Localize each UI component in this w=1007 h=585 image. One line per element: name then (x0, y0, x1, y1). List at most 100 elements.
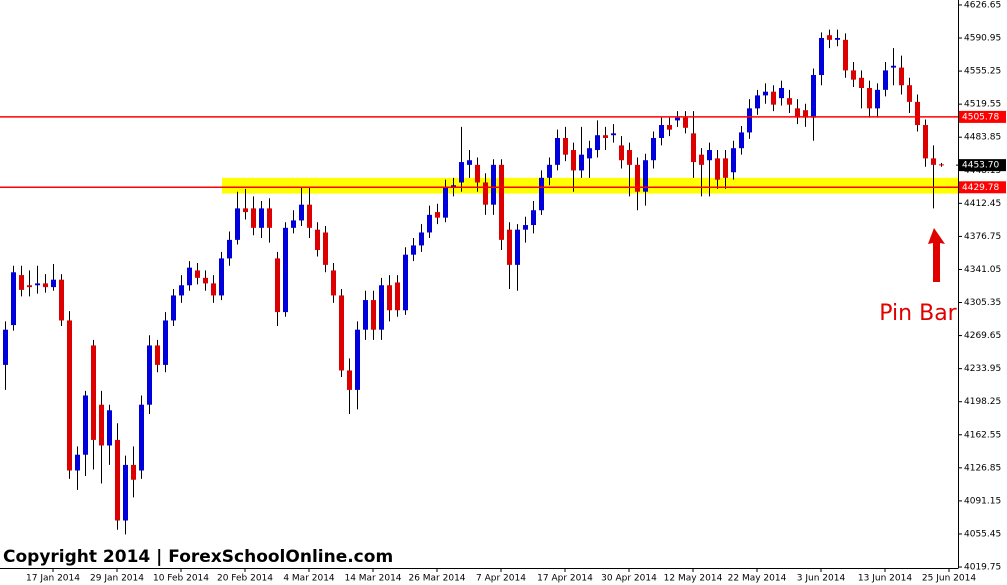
y-tick-label: 4626.65 (964, 0, 1001, 10)
candle-body (907, 85, 912, 102)
candle-body (731, 148, 736, 173)
candle-body (643, 160, 648, 192)
candle-body (555, 137, 560, 165)
plot (0, 29, 958, 535)
candle-body (675, 117, 680, 121)
candle-body (163, 320, 168, 365)
candle-body (91, 345, 96, 440)
candle-body (563, 137, 568, 155)
x-tick-label: 25 Jun 2014 (922, 574, 976, 584)
candle-body (579, 154, 584, 171)
candle-body (211, 283, 216, 296)
candle-body (475, 164, 480, 183)
candle-body (75, 454, 80, 471)
candle-body (571, 150, 576, 171)
candle-body (275, 258, 280, 313)
x-tick-label: 14 Mar 2014 (344, 574, 401, 584)
candle-body (547, 164, 552, 178)
candle-body (195, 270, 200, 278)
y-tick-label: 4198.25 (964, 397, 1001, 407)
candle-body (587, 148, 592, 159)
candle-body (483, 182, 488, 205)
candle-body (531, 210, 536, 226)
candle-body (683, 117, 688, 128)
candle-body (339, 295, 344, 371)
candle-body (83, 395, 88, 455)
candle-body (115, 439, 120, 521)
x-tick-label: 22 May 2014 (728, 574, 787, 584)
candle-body (651, 137, 656, 161)
candle-body (187, 267, 192, 286)
candle-body (619, 145, 624, 161)
y-tick-label: 4555.25 (964, 67, 1001, 77)
candle-body (307, 204, 312, 228)
y-tick-label: 4483.85 (964, 133, 1001, 143)
candle-body (699, 154, 704, 165)
candle-body (795, 108, 800, 118)
y-tick-label: 4162.55 (964, 430, 1001, 440)
candle-body (387, 285, 392, 311)
candle-body (59, 279, 64, 321)
candle-body (347, 370, 352, 390)
arrow (928, 228, 945, 282)
candle-body (123, 464, 128, 521)
candle-body (219, 258, 224, 296)
candle-body (739, 132, 744, 149)
y-tick-label: 4091.15 (964, 496, 1001, 506)
level-tag (959, 181, 1006, 194)
x-tick-label: 4 Mar 2014 (283, 574, 335, 584)
candle-body (539, 177, 544, 211)
candle-body (523, 225, 528, 230)
candle-body (627, 150, 632, 165)
candle-body (931, 158, 936, 165)
candle-body (331, 270, 336, 296)
y-tick-label: 4269.65 (964, 331, 1001, 341)
candle-body (827, 35, 832, 40)
candle-body (243, 208, 248, 213)
candle-body (691, 133, 696, 163)
candle-body (715, 158, 720, 180)
candle-body (291, 220, 296, 228)
candle-body (227, 239, 232, 259)
candle-body (707, 150, 712, 161)
candle-body (843, 39, 848, 71)
candle-body (363, 300, 368, 330)
candle-body (811, 75, 816, 118)
candle-body (131, 464, 136, 480)
annotation: Pin Bar (879, 301, 957, 326)
x-tick-label: 30 Apr 2014 (601, 574, 657, 584)
candle-body (467, 160, 472, 165)
candle-body (251, 208, 256, 228)
candle-body (283, 227, 288, 313)
candle-body (299, 204, 304, 221)
y-tick-label: 4590.95 (964, 34, 1001, 44)
candle-body (875, 89, 880, 109)
candle-body (203, 277, 208, 284)
candle-body (787, 98, 792, 105)
y-tick-label: 4055.45 (964, 529, 1001, 539)
candle-body (867, 87, 872, 109)
candle-body (155, 345, 160, 365)
candle-body (755, 95, 760, 109)
candle-body (27, 285, 32, 288)
candle-body (435, 212, 440, 218)
price-label: 4453.70 (962, 161, 999, 171)
candle-body (411, 245, 416, 255)
candle-body (19, 275, 24, 290)
y-tick-label: 4019.75 (964, 563, 1001, 573)
candle-body (611, 133, 616, 136)
candle-body (883, 70, 888, 90)
candle-body (819, 37, 824, 76)
x-tick-label: 26 Mar 2014 (408, 574, 465, 584)
y-tick-label: 4126.85 (964, 463, 1001, 473)
candle-body (659, 125, 664, 138)
candle-body (99, 404, 104, 446)
level-label: 4429.78 (962, 183, 999, 193)
candle-body (899, 67, 904, 86)
y-tick-label: 4233.95 (964, 364, 1001, 374)
x-tick-label: 17 Apr 2014 (537, 574, 593, 584)
candle-body (891, 65, 896, 68)
candle-body (667, 125, 672, 130)
candle-body (803, 110, 808, 118)
candle-body (107, 410, 112, 446)
